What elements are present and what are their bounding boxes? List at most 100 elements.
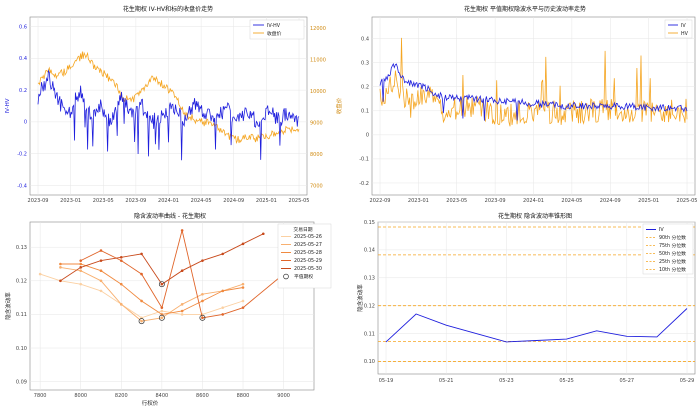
chart3-title: 隐含波动率曲线 - 花生期权 bbox=[134, 212, 206, 220]
chart4-ytick-label: 0.11 bbox=[364, 331, 375, 337]
chart1-ytick-label: -0.4 bbox=[17, 183, 27, 189]
chart3-point bbox=[201, 292, 204, 296]
chart3-ytick-label: 0.12 bbox=[16, 279, 27, 285]
chart4-legend-label: 90th 分位数 bbox=[659, 234, 686, 241]
chart3-atm-marker bbox=[138, 318, 145, 325]
chart3-point bbox=[221, 306, 225, 309]
chart1-ytick-label: 0.4 bbox=[19, 56, 27, 62]
chart1-y2ticks: 12000 11000 10000 9000 8000 7000 bbox=[310, 26, 326, 190]
chart4-ytick-label: 0.13 bbox=[364, 276, 375, 282]
chart3-point bbox=[59, 266, 62, 269]
chart3-point bbox=[119, 259, 123, 262]
chart1-xtick-label: 2023-05 bbox=[93, 198, 114, 204]
chart1-ytick-label: 0.6 bbox=[19, 24, 27, 30]
chart2-xtick-label: 2024-09 bbox=[600, 198, 621, 204]
chart4-legend-label: IV bbox=[659, 227, 664, 233]
chart3-legend-title: 交易日期 bbox=[293, 226, 312, 233]
chart1-iv-hv-line bbox=[37, 69, 300, 161]
legend-label-hv: HV bbox=[681, 31, 689, 37]
chart-iv-hv-atm: 花生期权 平值期权隐波水平与历史波动率走势 0.4 0.3 0.2 0.1 0 -0.1 -… bbox=[359, 5, 697, 204]
chart4-ytick-label: 0.10 bbox=[364, 359, 375, 365]
chart4-xtick-label: 05-23 bbox=[499, 378, 514, 384]
chart1-xtick-label: 2025-01 bbox=[256, 198, 277, 204]
chart4-xtick-label: 05-27 bbox=[620, 378, 635, 384]
chart3-ytick-label: 0.10 bbox=[16, 346, 27, 352]
chart4-legend-label: 25th 分位数 bbox=[659, 258, 686, 265]
chart4-ytick-label: 0.12 bbox=[364, 303, 375, 309]
chart3-xtick-label: 7800 bbox=[34, 393, 47, 399]
chart1-close-line bbox=[37, 51, 300, 145]
chart2-xtick-label: 2025-05 bbox=[677, 198, 698, 204]
chart-vol-cone: 花生期权 隐含波动率锥形图 0.10 0.11 0.12 0.13 0.14 0.15 0… bbox=[356, 212, 696, 384]
chart3-atm-marker bbox=[158, 281, 165, 288]
chart3-legend: 交易日期 2025-05-262025-05-272025-05-282025-… bbox=[277, 223, 332, 289]
chart3-series-line bbox=[60, 263, 244, 315]
chart3-point bbox=[160, 282, 164, 286]
chart3-legend-items: 2025-05-26 2025-05-27 2025-05-28 2025-05-29… bbox=[281, 234, 322, 280]
chart3-point bbox=[99, 269, 103, 273]
chart3-point bbox=[99, 289, 103, 293]
chart3-point bbox=[160, 316, 164, 320]
chart3-point bbox=[79, 262, 83, 266]
chart1-ytick-label: -0.2 bbox=[17, 151, 27, 157]
chart2-xtick-label: 2025-01 bbox=[638, 198, 659, 204]
chart3-atm-markers bbox=[138, 281, 206, 325]
chart3-point bbox=[180, 303, 184, 306]
chart3-point bbox=[180, 309, 184, 313]
chart3-point bbox=[241, 306, 245, 309]
chart3-xtick-label: 8000 bbox=[74, 393, 87, 399]
chart1-ytick-label: 0.2 bbox=[19, 88, 27, 94]
chart2-xtick-label: 2024-01 bbox=[523, 198, 544, 204]
chart3-frame bbox=[29, 221, 315, 391]
chart3-point bbox=[241, 299, 245, 303]
chart-vol-smile: 隐含波动率曲线 - 花生期权 0.09 0.10 0.11 0.12 0.13 7800… bbox=[4, 212, 332, 407]
chart3-xtick-label: 8200 bbox=[115, 393, 128, 399]
chart3-xtick-label: 9000 bbox=[277, 393, 290, 399]
chart3-yticks: 0.09 0.10 0.11 0.12 0.13 bbox=[16, 245, 27, 385]
chart3-series bbox=[38, 229, 285, 323]
chart1-xticks: 2023-09 2023-01 2023-05 2023-09 2024-01 2024-… bbox=[28, 198, 310, 204]
chart3-point bbox=[201, 316, 204, 320]
chart2-ytick-label: 0.3 bbox=[361, 61, 369, 67]
chart3-point bbox=[38, 272, 42, 276]
chart3-xlabel: 行权价 bbox=[142, 399, 159, 407]
chart2-xtick-label: 2023-09 bbox=[485, 198, 506, 204]
chart3-legend-label: 2025-05-29 bbox=[294, 258, 322, 264]
chart1-ylabel: IV-HV bbox=[5, 98, 11, 113]
chart3-point bbox=[79, 282, 83, 286]
chart4-iv-line bbox=[385, 308, 688, 343]
chart3-point bbox=[119, 282, 123, 286]
chart1-xtick-label: 2025-05 bbox=[289, 198, 310, 204]
chart4-xtick-label: 05-25 bbox=[559, 378, 574, 384]
chart3-point bbox=[140, 319, 143, 323]
chart4-title: 花生期权 隐含波动率锥形图 bbox=[498, 212, 572, 220]
chart4-ytick-label: 0.15 bbox=[364, 220, 375, 226]
chart1-xtick-label: 2024-09 bbox=[223, 198, 244, 204]
chart1-xtick-label: 2024-05 bbox=[191, 198, 212, 204]
chart2-xtick-label: 2023-01 bbox=[408, 198, 429, 204]
chart3-point bbox=[119, 303, 123, 306]
chart4-percentile-lines bbox=[378, 226, 695, 362]
chart3-point bbox=[99, 249, 103, 252]
chart2-iv-line bbox=[379, 62, 688, 121]
chart3-ytick-label: 0.11 bbox=[16, 312, 27, 318]
chart3-point bbox=[160, 309, 164, 313]
chart3-legend-atm-swatch bbox=[283, 273, 289, 280]
chart2-ytick-label: -0.1 bbox=[359, 157, 369, 163]
chart1-title: 花生期权 IV-HV和标的收盘价走势 bbox=[123, 5, 213, 13]
chart2-ytick-label: 0 bbox=[366, 133, 369, 139]
chart2-xticks: 2022-09 2023-01 2023-05 2023-09 2024-01 2024-… bbox=[370, 198, 698, 204]
chart1-grid bbox=[30, 17, 307, 195]
chart4-xtick-label: 05-29 bbox=[680, 378, 695, 384]
chart3-ytick-label: 0.13 bbox=[16, 245, 27, 251]
chart1-y2tick-label: 7000 bbox=[310, 183, 323, 189]
chart1-y2tick-label: 11000 bbox=[310, 57, 326, 63]
chart3-point bbox=[119, 255, 123, 259]
chart1-y2label: 收盘价 bbox=[335, 97, 343, 114]
chart3-point bbox=[140, 299, 143, 303]
chart3-point bbox=[160, 306, 164, 309]
chart3-point bbox=[79, 259, 83, 262]
chart2-ytick-label: 0.1 bbox=[361, 109, 369, 115]
